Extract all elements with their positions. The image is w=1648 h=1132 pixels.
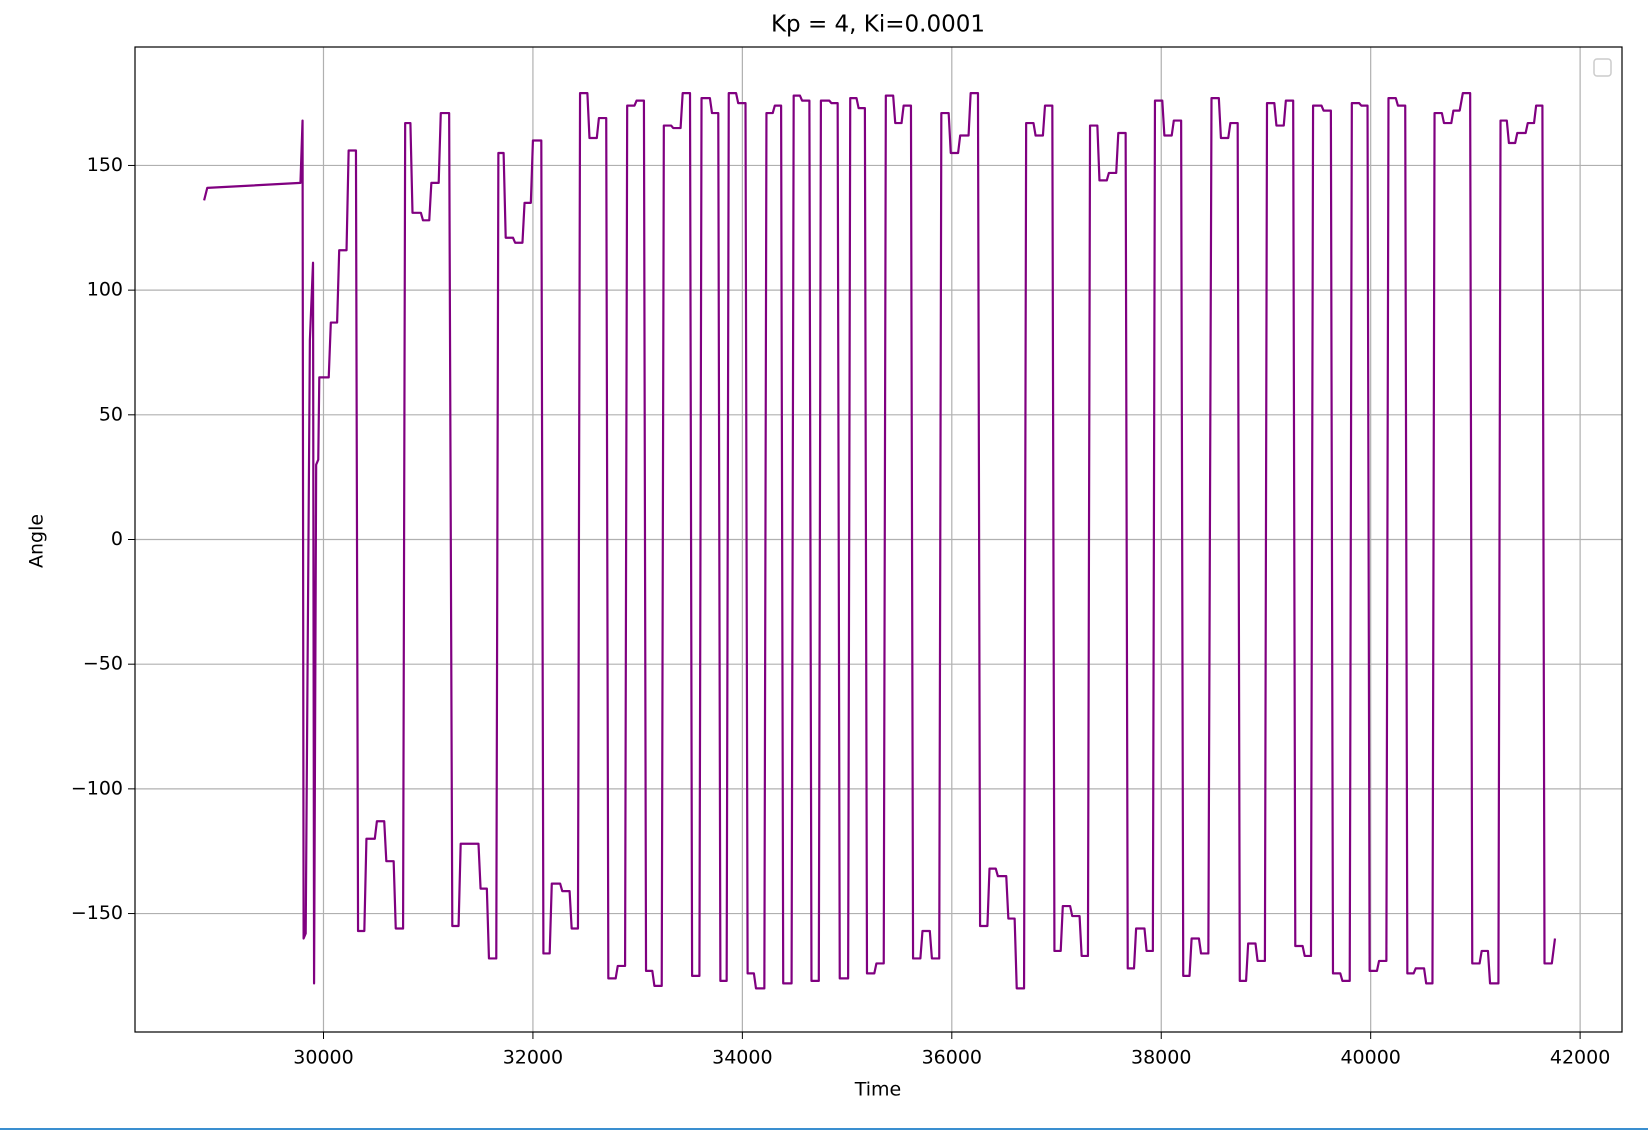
x-axis-label: Time: [854, 1079, 902, 1101]
y-tick-label: 0: [111, 528, 123, 550]
y-tick-label: 50: [99, 403, 123, 425]
y-tick-label: 150: [87, 154, 123, 176]
y-axis-label: Angle: [26, 514, 48, 568]
x-tick-label: 30000: [293, 1047, 353, 1069]
x-tick-label: 38000: [1131, 1047, 1191, 1069]
data-line: [203, 92, 1557, 990]
y-tick-label: −50: [83, 653, 123, 675]
y-tick-label: −150: [71, 902, 123, 924]
x-tick-label: 40000: [1340, 1047, 1400, 1069]
x-tick-label: 32000: [503, 1047, 563, 1069]
x-tick-label: 36000: [922, 1047, 982, 1069]
legend-box: [1593, 58, 1612, 77]
chart-title: Kp = 4, Ki=0.0001: [771, 12, 985, 38]
y-tick-label: −100: [71, 777, 123, 799]
y-tick-label: 100: [87, 279, 123, 301]
x-tick-label: 34000: [712, 1047, 772, 1069]
plot-frame: [134, 46, 1623, 1033]
x-tick-label: 42000: [1550, 1047, 1610, 1069]
